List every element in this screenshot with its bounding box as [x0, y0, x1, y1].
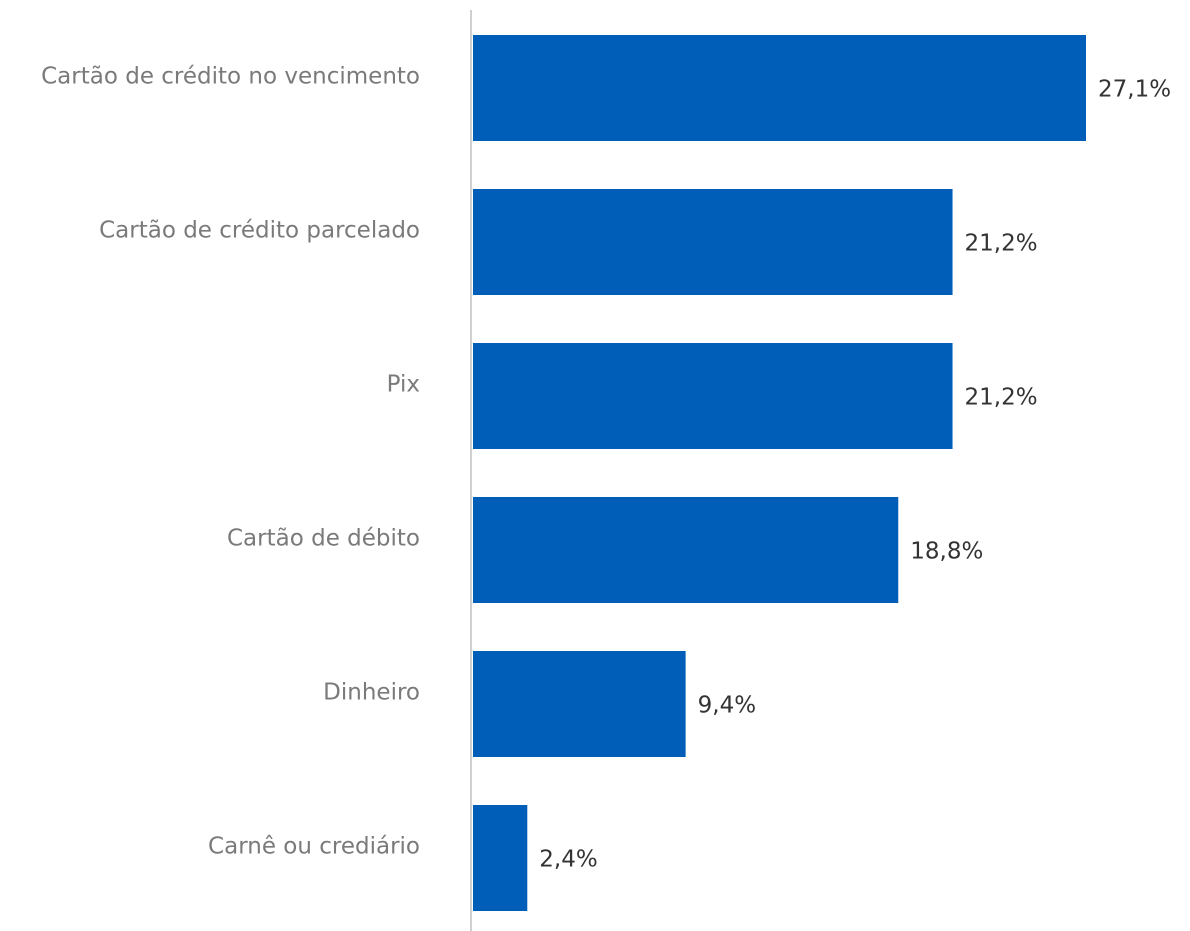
- category-label: Pix: [387, 372, 420, 398]
- category-label: Dinheiro: [323, 680, 420, 706]
- category-label: Cartão de crédito no vencimento: [41, 64, 420, 90]
- bar: [473, 497, 899, 603]
- value-label: 27,1%: [1098, 77, 1171, 103]
- category-label: Cartão de débito: [227, 526, 420, 552]
- category-label: Cartão de crédito parcelado: [99, 218, 420, 244]
- value-label: 21,2%: [965, 385, 1038, 411]
- bar: [473, 805, 528, 911]
- bar: [473, 343, 953, 449]
- bar: [473, 35, 1086, 141]
- value-label: 21,2%: [965, 231, 1038, 257]
- bar: [473, 651, 686, 757]
- value-label: 2,4%: [539, 847, 597, 873]
- category-label: Carnê ou crediário: [208, 834, 420, 860]
- value-label: 18,8%: [910, 539, 983, 565]
- value-label: 9,4%: [698, 693, 756, 719]
- bar: [473, 189, 953, 295]
